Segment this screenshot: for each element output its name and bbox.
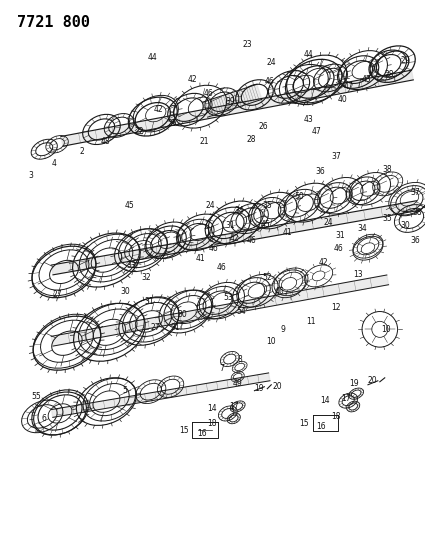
Text: 20: 20 [272, 382, 282, 391]
Text: 13: 13 [353, 270, 363, 279]
Text: 27: 27 [151, 323, 160, 332]
Text: 42: 42 [154, 105, 163, 114]
Text: 31: 31 [171, 323, 180, 332]
Text: 43: 43 [361, 76, 371, 84]
Text: 3: 3 [28, 172, 33, 181]
Text: 37: 37 [332, 152, 341, 160]
Text: 46: 46 [265, 77, 274, 86]
Text: 40: 40 [337, 95, 347, 104]
Polygon shape [51, 373, 270, 417]
Polygon shape [203, 84, 262, 117]
Polygon shape [51, 275, 389, 346]
Text: 46: 46 [203, 90, 213, 98]
Text: 34: 34 [235, 206, 244, 215]
Text: 47: 47 [343, 83, 353, 91]
Text: 27: 27 [52, 290, 62, 299]
Text: 37: 37 [410, 188, 420, 197]
Text: 24: 24 [267, 58, 276, 67]
Text: 17: 17 [342, 394, 351, 403]
Text: 16: 16 [197, 429, 207, 438]
Text: 35: 35 [262, 201, 272, 210]
Text: 45: 45 [124, 201, 134, 210]
Text: 46: 46 [333, 244, 343, 253]
Polygon shape [51, 201, 418, 275]
Text: 52: 52 [262, 273, 272, 282]
Text: 38: 38 [413, 208, 422, 217]
Text: 45: 45 [261, 220, 270, 229]
Text: 10: 10 [381, 325, 391, 334]
Text: 16: 16 [316, 422, 325, 431]
Text: 36: 36 [410, 236, 420, 245]
Text: 24: 24 [324, 218, 333, 227]
Text: 7: 7 [220, 365, 224, 374]
Text: 18: 18 [332, 412, 341, 421]
Text: 47: 47 [312, 127, 321, 136]
Text: 46: 46 [217, 263, 227, 272]
Text: 28: 28 [385, 69, 395, 78]
Text: 30: 30 [120, 287, 130, 296]
Text: 15: 15 [299, 419, 309, 428]
Text: 26: 26 [259, 122, 268, 131]
Text: 38: 38 [383, 165, 392, 174]
Text: 19: 19 [349, 379, 359, 388]
Text: 44: 44 [304, 50, 314, 59]
Text: 46: 46 [274, 287, 284, 296]
Text: 34: 34 [357, 224, 367, 233]
Text: 55: 55 [32, 392, 41, 401]
Text: 4: 4 [52, 159, 56, 167]
Text: 19: 19 [255, 384, 264, 393]
Text: 46: 46 [209, 244, 219, 253]
Text: 30: 30 [401, 221, 410, 230]
Text: 20: 20 [367, 376, 377, 385]
Text: 33: 33 [126, 261, 136, 270]
Text: 41: 41 [195, 254, 205, 263]
Text: 31: 31 [144, 297, 154, 306]
Text: 46: 46 [247, 236, 256, 245]
Text: 6: 6 [42, 414, 47, 423]
Text: 2: 2 [79, 147, 84, 156]
Text: 23: 23 [243, 40, 253, 49]
Text: 28: 28 [247, 135, 256, 144]
Polygon shape [61, 70, 413, 146]
Text: 42: 42 [230, 234, 240, 243]
Text: 17: 17 [229, 402, 238, 411]
Text: 36: 36 [316, 166, 325, 175]
Text: 32: 32 [141, 273, 151, 282]
Text: 43: 43 [304, 115, 314, 124]
Text: 14: 14 [320, 396, 330, 405]
Text: 39: 39 [225, 97, 235, 106]
Text: 9: 9 [281, 325, 285, 334]
Text: 35: 35 [383, 214, 392, 223]
Text: 49: 49 [233, 379, 243, 388]
Text: 18: 18 [207, 419, 217, 428]
Text: 25: 25 [168, 119, 177, 128]
Text: 44: 44 [148, 53, 158, 62]
Text: 41: 41 [282, 228, 292, 237]
Text: 5: 5 [123, 386, 128, 395]
Text: 14: 14 [207, 404, 217, 413]
Text: 42: 42 [187, 76, 197, 84]
Text: 22: 22 [134, 127, 144, 136]
Text: 31: 31 [336, 231, 345, 240]
Text: 21: 21 [199, 137, 209, 146]
Text: 7721 800: 7721 800 [17, 14, 89, 30]
Text: 53: 53 [223, 293, 233, 302]
Text: 54: 54 [237, 307, 247, 316]
Text: 24: 24 [205, 201, 215, 210]
Text: 42: 42 [319, 257, 328, 266]
Text: 31: 31 [225, 221, 235, 230]
Text: 8: 8 [237, 354, 242, 364]
Text: 48: 48 [101, 137, 110, 146]
Text: 10: 10 [267, 337, 276, 346]
Text: 30: 30 [178, 310, 187, 319]
Text: 15: 15 [180, 426, 189, 435]
Text: 50: 50 [294, 192, 304, 201]
Text: 12: 12 [332, 303, 341, 312]
Text: 11: 11 [306, 317, 315, 326]
Text: 29: 29 [401, 55, 410, 64]
